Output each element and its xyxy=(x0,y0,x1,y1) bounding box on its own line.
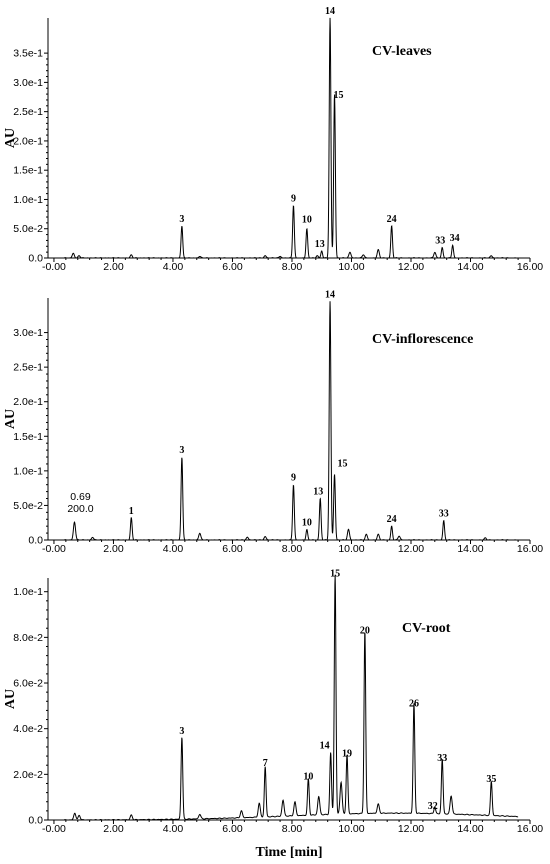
x-tick-label: 4.00 xyxy=(163,261,184,273)
series-line xyxy=(62,574,519,821)
peak-label: 3 xyxy=(179,214,184,225)
peak-label: 3 xyxy=(179,445,184,456)
peak-label: 14 xyxy=(320,740,330,751)
peak-label: 33 xyxy=(439,509,449,520)
peak-label: 33 xyxy=(435,235,445,246)
peak-label: 14 xyxy=(325,6,335,17)
peak-label: 26 xyxy=(409,698,419,709)
peak-label: 9 xyxy=(291,193,296,204)
y-tick-label: 4.0e-2 xyxy=(13,723,43,735)
peak-label: 33 xyxy=(437,753,447,764)
chart-title: CV-inflorescence xyxy=(372,332,473,347)
y-tick-label: 8.0e-2 xyxy=(13,632,43,644)
peak-annotation: 0.69 xyxy=(70,491,91,503)
peak-label: 14 xyxy=(325,289,335,300)
x-tick-label: 16.00 xyxy=(517,543,543,555)
x-tick-label: 4.00 xyxy=(163,823,184,835)
peak-label: 15 xyxy=(338,458,348,469)
peak-label: 10 xyxy=(302,518,312,529)
peak-label: 7 xyxy=(263,758,268,769)
y-tick-label: 1.0e-1 xyxy=(13,586,43,598)
x-tick-label: 14.00 xyxy=(457,261,483,273)
peak-label: 24 xyxy=(387,514,397,525)
y-tick-label: 1.5e-1 xyxy=(13,165,43,177)
x-tick-label: 10.00 xyxy=(338,261,364,273)
peak-label: 13 xyxy=(315,239,325,250)
y-tick-label: 0.0 xyxy=(28,253,43,265)
x-tick-label: 14.00 xyxy=(457,823,483,835)
y-tick-label: 1.5e-1 xyxy=(13,431,43,443)
x-tick-label: 2.00 xyxy=(103,543,124,555)
x-tick-label: 10.00 xyxy=(338,543,364,555)
x-tick-label: 12.00 xyxy=(398,261,424,273)
peak-annotation: 200.0 xyxy=(67,503,93,515)
x-tick-label: 10.00 xyxy=(338,823,364,835)
y-tick-label: 2.0e-1 xyxy=(13,135,43,147)
x-tick-label: 16.00 xyxy=(517,823,543,835)
peak-label: 10 xyxy=(302,215,312,226)
y-tick-label: 5.0e-2 xyxy=(13,223,43,235)
y-tick-label: 0.0 xyxy=(28,815,43,827)
y-axis-label: AU xyxy=(3,128,18,148)
peak-label: 20 xyxy=(360,625,370,636)
chart-panel-3: -0.00 2.00 4.00 6.00 8.00 10.00 12.00 14.00 16.0… xyxy=(3,568,543,860)
x-tick-label: 2.00 xyxy=(103,261,124,273)
x-tick-label: 2.00 xyxy=(103,823,124,835)
y-tick-label: 0.0 xyxy=(28,535,43,547)
peak-label: 19 xyxy=(342,749,352,760)
y-tick-label: 2.0e-1 xyxy=(13,396,43,408)
x-tick-label: -0.00 xyxy=(42,543,66,555)
series-line xyxy=(62,17,519,259)
peak-label: 10 xyxy=(303,771,313,782)
y-tick-label: 2.5e-1 xyxy=(13,362,43,374)
x-tick-label: 8.00 xyxy=(282,261,303,273)
x-tick-label: 16.00 xyxy=(517,261,543,273)
chart-title: CV-leaves xyxy=(372,44,432,59)
peak-label: 15 xyxy=(330,568,340,579)
y-tick-label: 1.0e-1 xyxy=(13,194,43,206)
x-tick-label: 6.00 xyxy=(222,543,243,555)
x-axis-label: Time [min] xyxy=(255,845,322,860)
x-tick-label: 6.00 xyxy=(222,261,243,273)
x-tick-label: 8.00 xyxy=(282,823,303,835)
y-tick-label: 2.0e-2 xyxy=(13,769,43,781)
y-tick-label: 3.0e-1 xyxy=(13,77,43,89)
y-tick-label: 1.0e-1 xyxy=(13,465,43,477)
x-tick-label: 14.00 xyxy=(457,543,483,555)
y-tick-label: 5.0e-2 xyxy=(13,500,43,512)
peak-label: 15 xyxy=(334,90,344,101)
chart-title: CV-root xyxy=(402,621,451,636)
x-tick-label: 12.00 xyxy=(398,823,424,835)
peak-label: 9 xyxy=(291,473,296,484)
peak-label: 34 xyxy=(450,233,460,244)
peak-label: 35 xyxy=(486,774,496,785)
x-tick-label: -0.00 xyxy=(42,261,66,273)
y-tick-label: 2.5e-1 xyxy=(13,106,43,118)
y-axis-label: AU xyxy=(3,409,18,429)
peak-label: 24 xyxy=(387,214,397,225)
y-tick-label: 3.0e-1 xyxy=(13,327,43,339)
chart-panel-1: -0.00 2.00 4.00 6.00 8.00 10.00 12.00 14.00 16.0… xyxy=(3,6,543,273)
y-axis-label: AU xyxy=(3,689,18,709)
peak-label: 1 xyxy=(129,506,134,517)
x-tick-label: 6.00 xyxy=(222,823,243,835)
peak-label: 32 xyxy=(428,801,438,812)
peak-label: 13 xyxy=(313,487,323,498)
y-tick-label: 3.5e-1 xyxy=(13,48,43,60)
x-tick-label: 8.00 xyxy=(282,543,303,555)
x-tick-label: 12.00 xyxy=(398,543,424,555)
chart-panel-2: -0.00 2.00 4.00 6.00 8.00 10.00 12.00 14.00 16.0… xyxy=(3,289,543,555)
x-tick-label: -0.00 xyxy=(42,823,66,835)
y-tick-label: 6.0e-2 xyxy=(13,678,43,690)
peak-label: 3 xyxy=(179,726,184,737)
x-tick-label: 4.00 xyxy=(163,543,184,555)
